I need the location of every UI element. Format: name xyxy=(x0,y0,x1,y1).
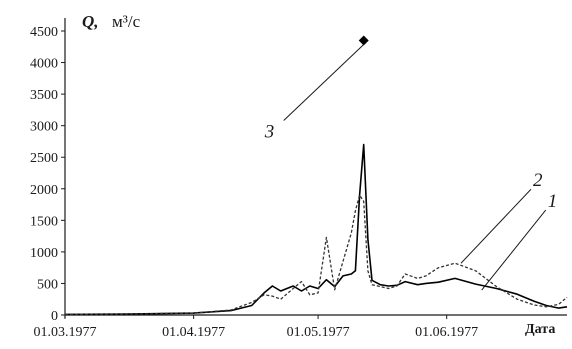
point-marker-3 xyxy=(358,35,369,46)
y-tick-label: 1000 xyxy=(30,246,58,261)
x-tick-label: 01.04.1977 xyxy=(162,325,225,340)
x-tick-label: 01.05.1977 xyxy=(287,325,350,340)
y-tick-label: 3000 xyxy=(30,120,58,135)
callouts: 12 3 xyxy=(264,35,558,291)
point-callout-3-label: 3 xyxy=(264,121,275,142)
y-ticks: 0 500 1000 1500 2000 2500 3000 3500 4000 4500 xyxy=(30,25,65,324)
y-tick-label: 4000 xyxy=(30,57,58,72)
y-tick-label: 2500 xyxy=(30,151,58,166)
y-tick-label: 3500 xyxy=(30,88,58,103)
series-callout-1-label: 1 xyxy=(548,191,558,212)
x-tick-label: 01.06.1977 xyxy=(415,325,478,340)
series-lines xyxy=(64,143,568,316)
y-axis-unit: м³/с xyxy=(112,12,141,31)
point-callout-3-leader xyxy=(283,44,365,121)
y-tick-label: 2000 xyxy=(30,183,58,198)
series-callout-2-leader xyxy=(460,188,532,264)
y-axis-symbol: Q, xyxy=(82,12,99,31)
series-line-1 xyxy=(64,143,568,316)
x-axis-title: Дата xyxy=(525,322,555,337)
series-callout-2-label: 2 xyxy=(533,170,543,191)
y-tick-label: 500 xyxy=(37,277,58,292)
y-tick-label: 0 xyxy=(51,309,58,324)
y-tick-label: 1500 xyxy=(30,214,58,229)
y-tick-label: 4500 xyxy=(30,25,58,40)
x-tick-label: 01.03.1977 xyxy=(34,325,97,340)
series-callout-1-leader xyxy=(481,209,547,291)
x-ticks: 01.03.1977 01.04.1977 01.05.1977 01.06.1977 xyxy=(34,315,478,340)
series-line-2 xyxy=(64,194,568,316)
y-axis-title: Q, м³/с xyxy=(82,12,141,31)
